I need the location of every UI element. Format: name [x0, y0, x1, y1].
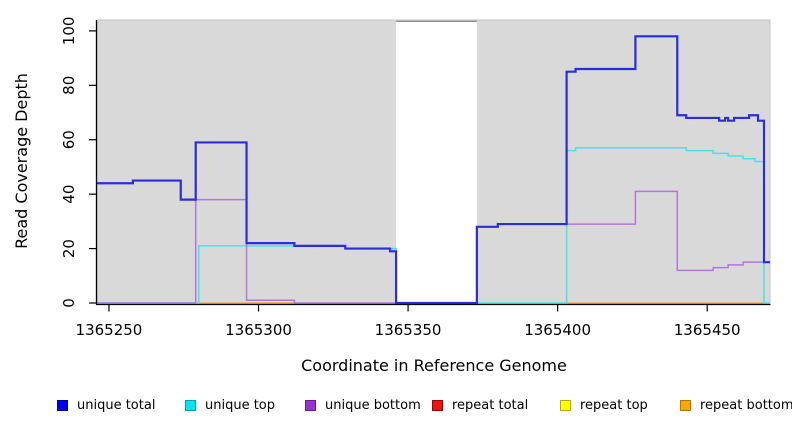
series-line-unique-total	[97, 35, 770, 305]
y-tick-label: 40	[60, 185, 78, 204]
x-tick-label: 1365400	[524, 321, 591, 339]
legend-label: repeat top	[580, 397, 648, 413]
legend-label: unique bottom	[325, 397, 421, 413]
y-tick-label: 100	[60, 17, 78, 46]
legend-label: unique total	[77, 397, 156, 413]
legend-item-repeat-total: repeat total	[432, 395, 528, 415]
y-axis-label: Read Coverage Depth	[12, 73, 31, 249]
y-tick-label: 20	[60, 239, 78, 258]
legend-swatch-unique-bottom	[305, 399, 316, 411]
legend-swatch-repeat-top	[560, 399, 571, 411]
legend-item-unique-total: unique total	[57, 395, 155, 415]
chart-legend: unique total unique top unique bottom repea…	[0, 395, 792, 421]
legend-item-repeat-bottom: repeat bottom	[680, 395, 792, 415]
legend-item-repeat-top: repeat top	[560, 395, 648, 415]
legend-label: repeat bottom	[700, 397, 792, 413]
y-tick-label: 80	[60, 76, 78, 95]
legend-swatch-unique-total	[57, 399, 68, 411]
y-tick-label: 60	[60, 130, 78, 149]
x-tick-label: 1365350	[375, 321, 442, 339]
x-tick-label: 1365300	[225, 321, 292, 339]
legend-item-unique-bottom: unique bottom	[305, 395, 421, 415]
x-tick-label: 1365450	[674, 321, 741, 339]
legend-swatch-unique-top	[185, 399, 196, 411]
coverage-gap-band	[396, 20, 477, 304]
x-axis-label: Coordinate in Reference Genome	[301, 356, 567, 375]
legend-swatch-repeat-bottom	[680, 399, 691, 411]
legend-swatch-repeat-total	[432, 399, 443, 411]
legend-label: repeat total	[452, 397, 529, 413]
x-tick-label: 1365250	[76, 321, 143, 339]
legend-item-unique-top: unique top	[185, 395, 275, 415]
y-tick-label: 0	[60, 298, 78, 308]
legend-label: unique top	[205, 397, 276, 413]
